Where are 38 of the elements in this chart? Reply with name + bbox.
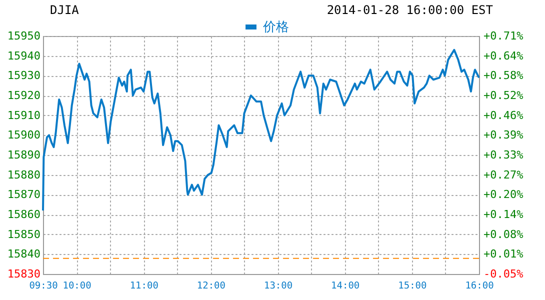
y2-tick-label: +0.71% [484, 30, 524, 42]
y2-tick-label: +0.33% [484, 148, 524, 162]
line-series [42, 48, 480, 212]
y2-tick-label: +0.01% [484, 248, 524, 261]
chart-subtitle: 2014-01-28 16:00:00 EST [326, 3, 493, 17]
y2-tick-label: +0.46% [484, 108, 524, 122]
y-tick-label: 15900 [7, 128, 40, 142]
x-tick-label: 16:00 [465, 280, 494, 292]
y2-tick-label: +0.08% [484, 228, 524, 241]
y-tick-label: 15830 [7, 268, 40, 280]
y-tick-label: 15910 [7, 108, 40, 122]
y2-tick-label: +0.14% [484, 208, 524, 221]
y-tick-label: 15930 [7, 69, 40, 82]
y-tick-label: 15860 [7, 208, 40, 221]
y2-tick-label: +0.27% [484, 168, 524, 182]
y-tick-label: 15840 [7, 248, 40, 261]
y-tick-label: 15850 [7, 228, 40, 241]
y-tick-label: 15940 [7, 49, 40, 62]
x-tick-label: 15:00 [398, 280, 427, 292]
x-tick-label: 12:00 [196, 280, 226, 292]
y2-tick-label: +0.20% [484, 188, 524, 202]
y-tick-label: 15870 [7, 188, 40, 202]
y2-tick-label: +0.39% [484, 128, 524, 142]
x-tick-label: 13:00 [264, 280, 293, 292]
legend-label: 价格 [262, 20, 289, 35]
y-tick-label: 15920 [7, 89, 40, 102]
y2-tick-label: -0.05% [484, 268, 524, 280]
y2-tick-label: +0.64% [484, 49, 524, 62]
x-tick-label: 14:00 [331, 280, 360, 292]
x-tick-label: 09:30 [29, 280, 58, 292]
y-tick-label: 15880 [7, 168, 40, 182]
x-tick-label: 11:00 [130, 280, 159, 292]
y-tick-label: 15890 [7, 148, 40, 162]
x-tick-label: 10:00 [62, 280, 92, 292]
y-tick-label: 15950 [7, 30, 40, 42]
chart-title: DJIA [50, 3, 79, 17]
y2-tick-label: +0.52% [484, 89, 524, 102]
y2-tick-label: +0.58% [484, 69, 524, 82]
